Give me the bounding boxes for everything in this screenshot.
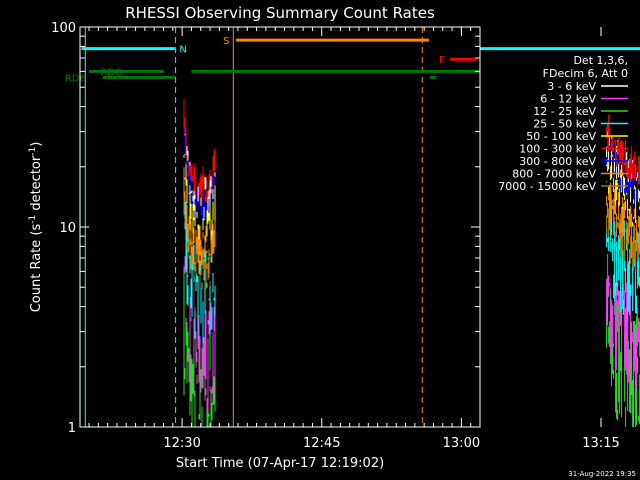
legend-entry-label: 800 - 7000 keV (512, 168, 596, 181)
series-trace-1 (606, 253, 640, 393)
flag-label: F (439, 55, 445, 66)
series-trace-3 (606, 201, 640, 322)
x-tick-label: 13:00 (443, 436, 480, 451)
generation-timestamp: 31-Aug-2022 19:35 (568, 470, 636, 478)
flags-layer: N S F RDO RD6 (65, 27, 640, 427)
legend-entry-label: 3 - 6 keV (547, 80, 596, 93)
x-tick-label: 13:15 (582, 436, 619, 451)
legend-entry-label: 100 - 300 keV (519, 143, 596, 156)
series-trace-4 (606, 153, 640, 226)
flag-label: RDO (100, 67, 123, 78)
series-trace-5 (183, 99, 216, 204)
legend-entry-label: 6 - 12 keV (540, 93, 596, 106)
y-axis-label-sup: -1 (28, 215, 38, 224)
y-tick-label: 10 (59, 221, 76, 236)
data-layer (183, 99, 640, 427)
y-axis-label: Count Rate (s-1 detector-1) (28, 142, 44, 313)
series-trace-7 (606, 182, 640, 254)
flag-label: S (223, 36, 229, 47)
y-tick-label: 100 (51, 21, 76, 36)
y-axis-label-sup: -1 (28, 147, 38, 156)
x-tick-label: 12:30 (163, 436, 200, 451)
legend-entry-label: 7000 - 15000 keV (498, 180, 596, 193)
legend-entry-label: 25 - 50 keV (533, 118, 596, 131)
y-axis-label-part: ) (29, 142, 44, 147)
y-tick-label: 1 (68, 421, 76, 436)
legend-entry-label: 300 - 800 keV (519, 155, 596, 168)
legend-title-line: FDecim 6, Att 0 (543, 67, 628, 80)
y-axis-label-part: Count Rate (s (29, 224, 44, 313)
legend-entry-label: 50 - 100 keV (526, 130, 596, 143)
y-axis-label-part: detector (29, 155, 44, 215)
series-trace-7 (183, 167, 216, 275)
legend-title-line: Det 1,3,6, (573, 54, 628, 67)
x-tick-label: 12:45 (303, 436, 340, 451)
chart-title: RHESSI Observing Summary Count Rates (125, 4, 435, 22)
x-axis-label: Start Time (07-Apr-17 12:19:02) (176, 456, 384, 471)
series-trace-5 (606, 114, 640, 185)
flag-label: RD6 (65, 73, 86, 84)
flag-label: N (179, 45, 186, 56)
legend-entry-label: 12 - 25 keV (533, 105, 596, 118)
series-trace-8 (606, 193, 640, 272)
